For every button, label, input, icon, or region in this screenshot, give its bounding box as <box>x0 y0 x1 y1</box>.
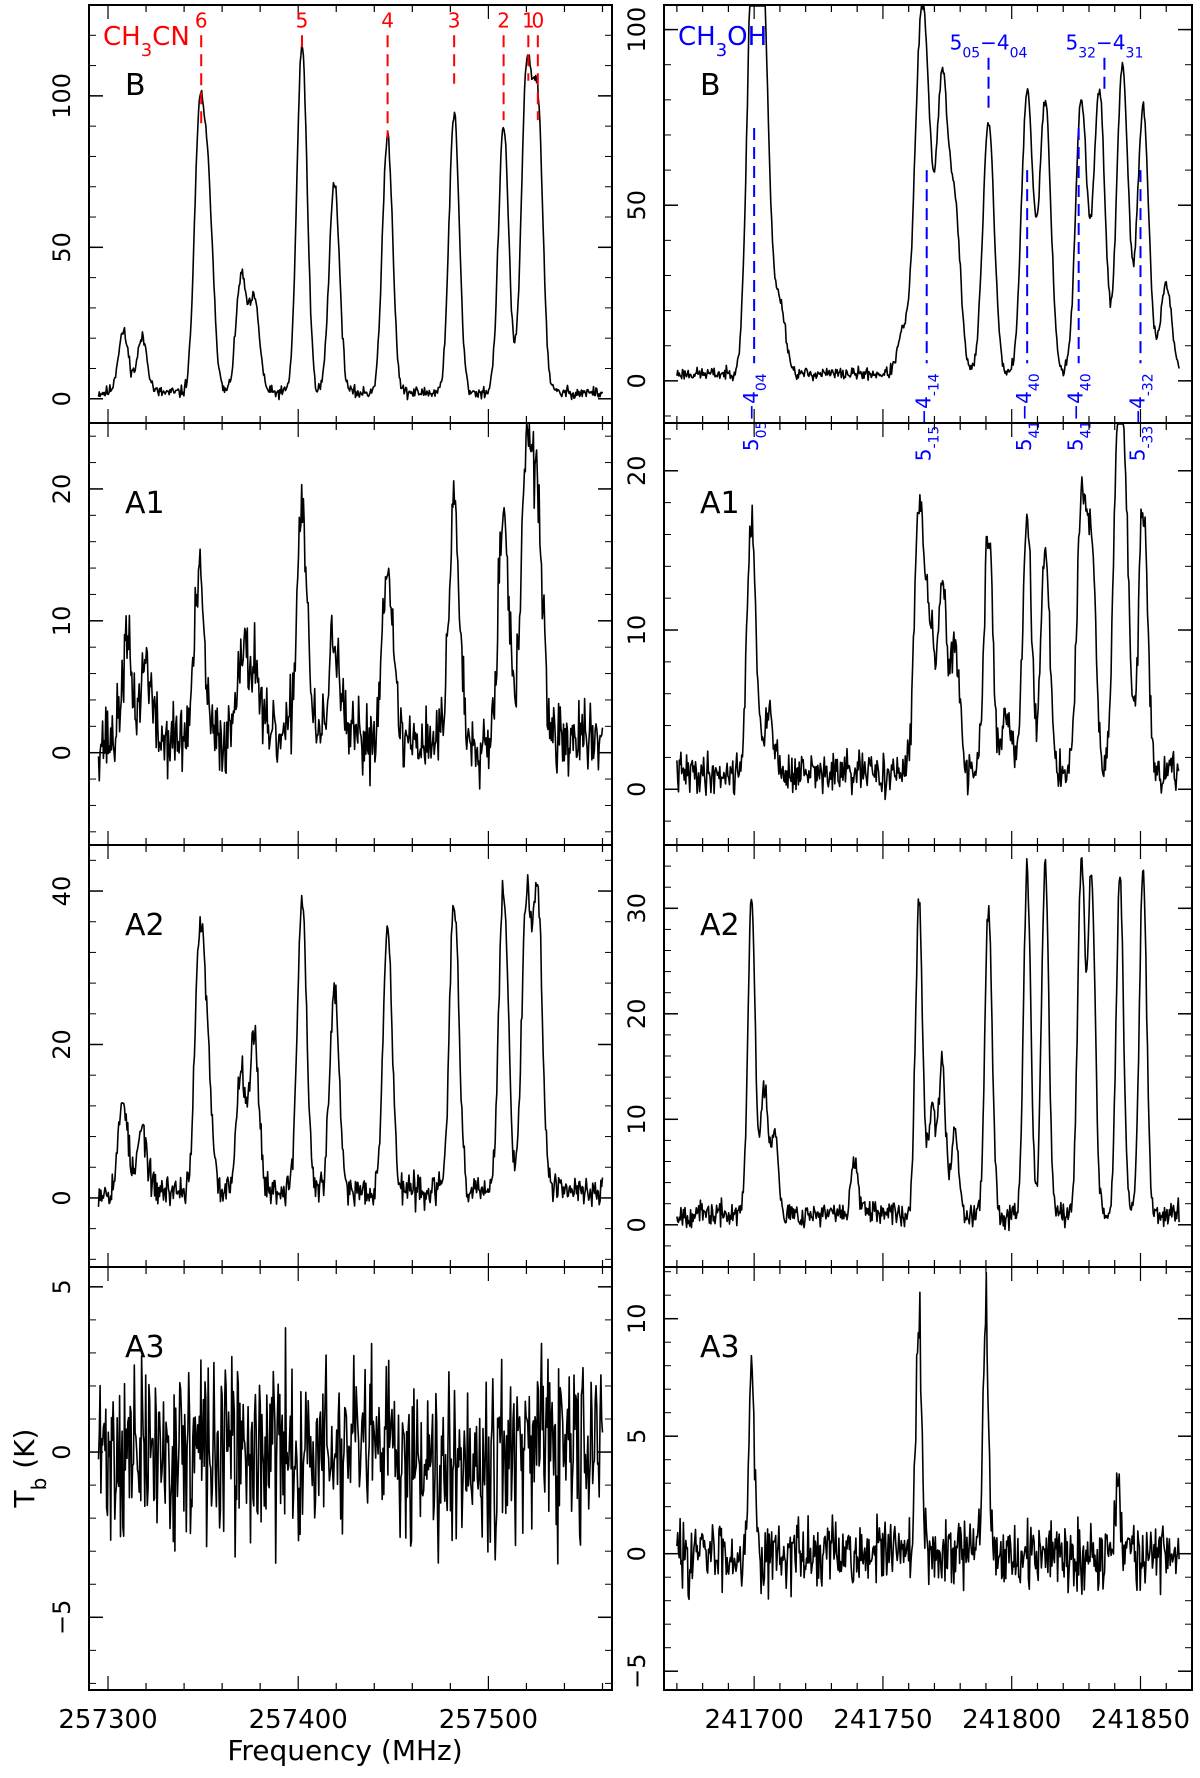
y-tick-label: 0 <box>48 745 76 760</box>
panel-frame <box>663 1266 1193 1691</box>
y-tick-label: 10 <box>623 615 651 646</box>
panel-a3-right: −5 0 5 10 241700 241750 241800 241850 A3 <box>623 1266 1193 1735</box>
k-component-label: 5 <box>296 8 309 32</box>
spectrum-line <box>676 857 1180 1232</box>
k-component-label: 1 <box>522 8 535 32</box>
y-tick-label: 50 <box>623 190 651 221</box>
panel-a1-left: 0 10 20 A1 <box>48 422 613 846</box>
panel-label: B <box>125 68 146 103</box>
y-tick-label: 20 <box>48 474 76 505</box>
y-tick-label: 0 <box>623 1217 651 1232</box>
x-tick-label: 257500 <box>439 1705 538 1735</box>
y-tick-label: 0 <box>48 391 76 406</box>
transition-label: 541−440 <box>1064 373 1095 451</box>
transition-label: 505−404 <box>950 31 1028 62</box>
y-tick-label: 40 <box>48 876 76 907</box>
spectrum-line <box>676 1271 1180 1601</box>
x-tick-label: 241850 <box>1091 1705 1190 1735</box>
x-tick-label: 241800 <box>962 1705 1061 1735</box>
transition-label: 5-15−4-14 <box>912 373 943 461</box>
panel-a2-right: 0 10 20 30 A2 <box>623 844 1193 1268</box>
panel-a2-left: 0 20 40 A2 <box>48 844 613 1268</box>
y-tick-label: 10 <box>623 1104 651 1135</box>
k-component-label: 3 <box>448 8 461 32</box>
panel-frame <box>663 844 1193 1268</box>
k-component-label: 6 <box>195 8 208 32</box>
panel-frame <box>663 422 1193 846</box>
spectrum-line <box>97 1327 604 1565</box>
panel-frame <box>88 4 613 424</box>
y-tick-label: 5 <box>623 1429 651 1444</box>
x-axis-label: Frequency (MHz) <box>227 1734 462 1767</box>
x-tick-label: 257400 <box>249 1705 348 1735</box>
y-tick-label: 100 <box>48 73 76 119</box>
transition-label: 541−440 <box>1012 373 1043 451</box>
y-tick-label: −5 <box>48 1600 76 1635</box>
spectrum-line <box>97 423 604 790</box>
y-tick-label: 10 <box>48 606 76 637</box>
y-axis-label: Tb (K) <box>8 1429 51 1509</box>
y-tick-label: 30 <box>623 893 651 924</box>
y-tick-label: 0 <box>623 782 651 797</box>
y-tick-label: 0 <box>48 1444 76 1459</box>
y-tick-label: 0 <box>48 1190 76 1205</box>
y-tick-label: 0 <box>623 373 651 388</box>
molecule-label: CH3CN <box>103 22 190 61</box>
k-component-label: 4 <box>381 8 394 32</box>
panel-label: A3 <box>125 1330 165 1365</box>
panel-label: A1 <box>700 486 740 521</box>
y-tick-label: −5 <box>623 1654 651 1689</box>
panel-label: A1 <box>125 486 165 521</box>
x-tick-label: 257300 <box>58 1705 157 1735</box>
x-tick-label: 241750 <box>833 1705 932 1735</box>
panel-label: A2 <box>700 908 740 943</box>
k-component-label: 0 <box>531 8 544 32</box>
spectrum-line <box>676 5 1180 382</box>
k-component-label: 2 <box>497 8 510 32</box>
y-tick-label: 100 <box>623 7 651 53</box>
y-tick-label: 10 <box>623 1303 651 1334</box>
spectrum-line <box>676 423 1180 801</box>
spectrum-line <box>97 874 604 1213</box>
y-tick-label: 0 <box>623 1546 651 1561</box>
spectrum-line <box>97 44 604 401</box>
transition-label: 5-33−4-32 <box>1125 373 1156 461</box>
transition-label: 505−404 <box>739 373 770 451</box>
y-tick-label: 20 <box>623 456 651 487</box>
panel-label: B <box>700 68 721 103</box>
y-tick-label: 20 <box>48 1029 76 1060</box>
y-tick-label: 50 <box>48 232 76 263</box>
panel-b-right: 0 50 100 B CH3OH 505−404 5-15−4-14 541−440 541−4… <box>623 4 1193 461</box>
panel-a1-right: 0 10 20 A1 <box>623 422 1193 846</box>
panel-a3-left: −5 0 5 257300 257400 257500 A3 <box>48 1266 613 1735</box>
panel-frame <box>88 1266 613 1691</box>
x-tick-label: 241700 <box>705 1705 804 1735</box>
transition-label: 532−431 <box>1065 31 1143 62</box>
y-tick-label: 20 <box>623 999 651 1030</box>
y-tick-label: 5 <box>48 1279 76 1294</box>
molecule-label: CH3OH <box>678 22 767 61</box>
panel-label: A2 <box>125 908 165 943</box>
panel-label: A3 <box>700 1330 740 1365</box>
